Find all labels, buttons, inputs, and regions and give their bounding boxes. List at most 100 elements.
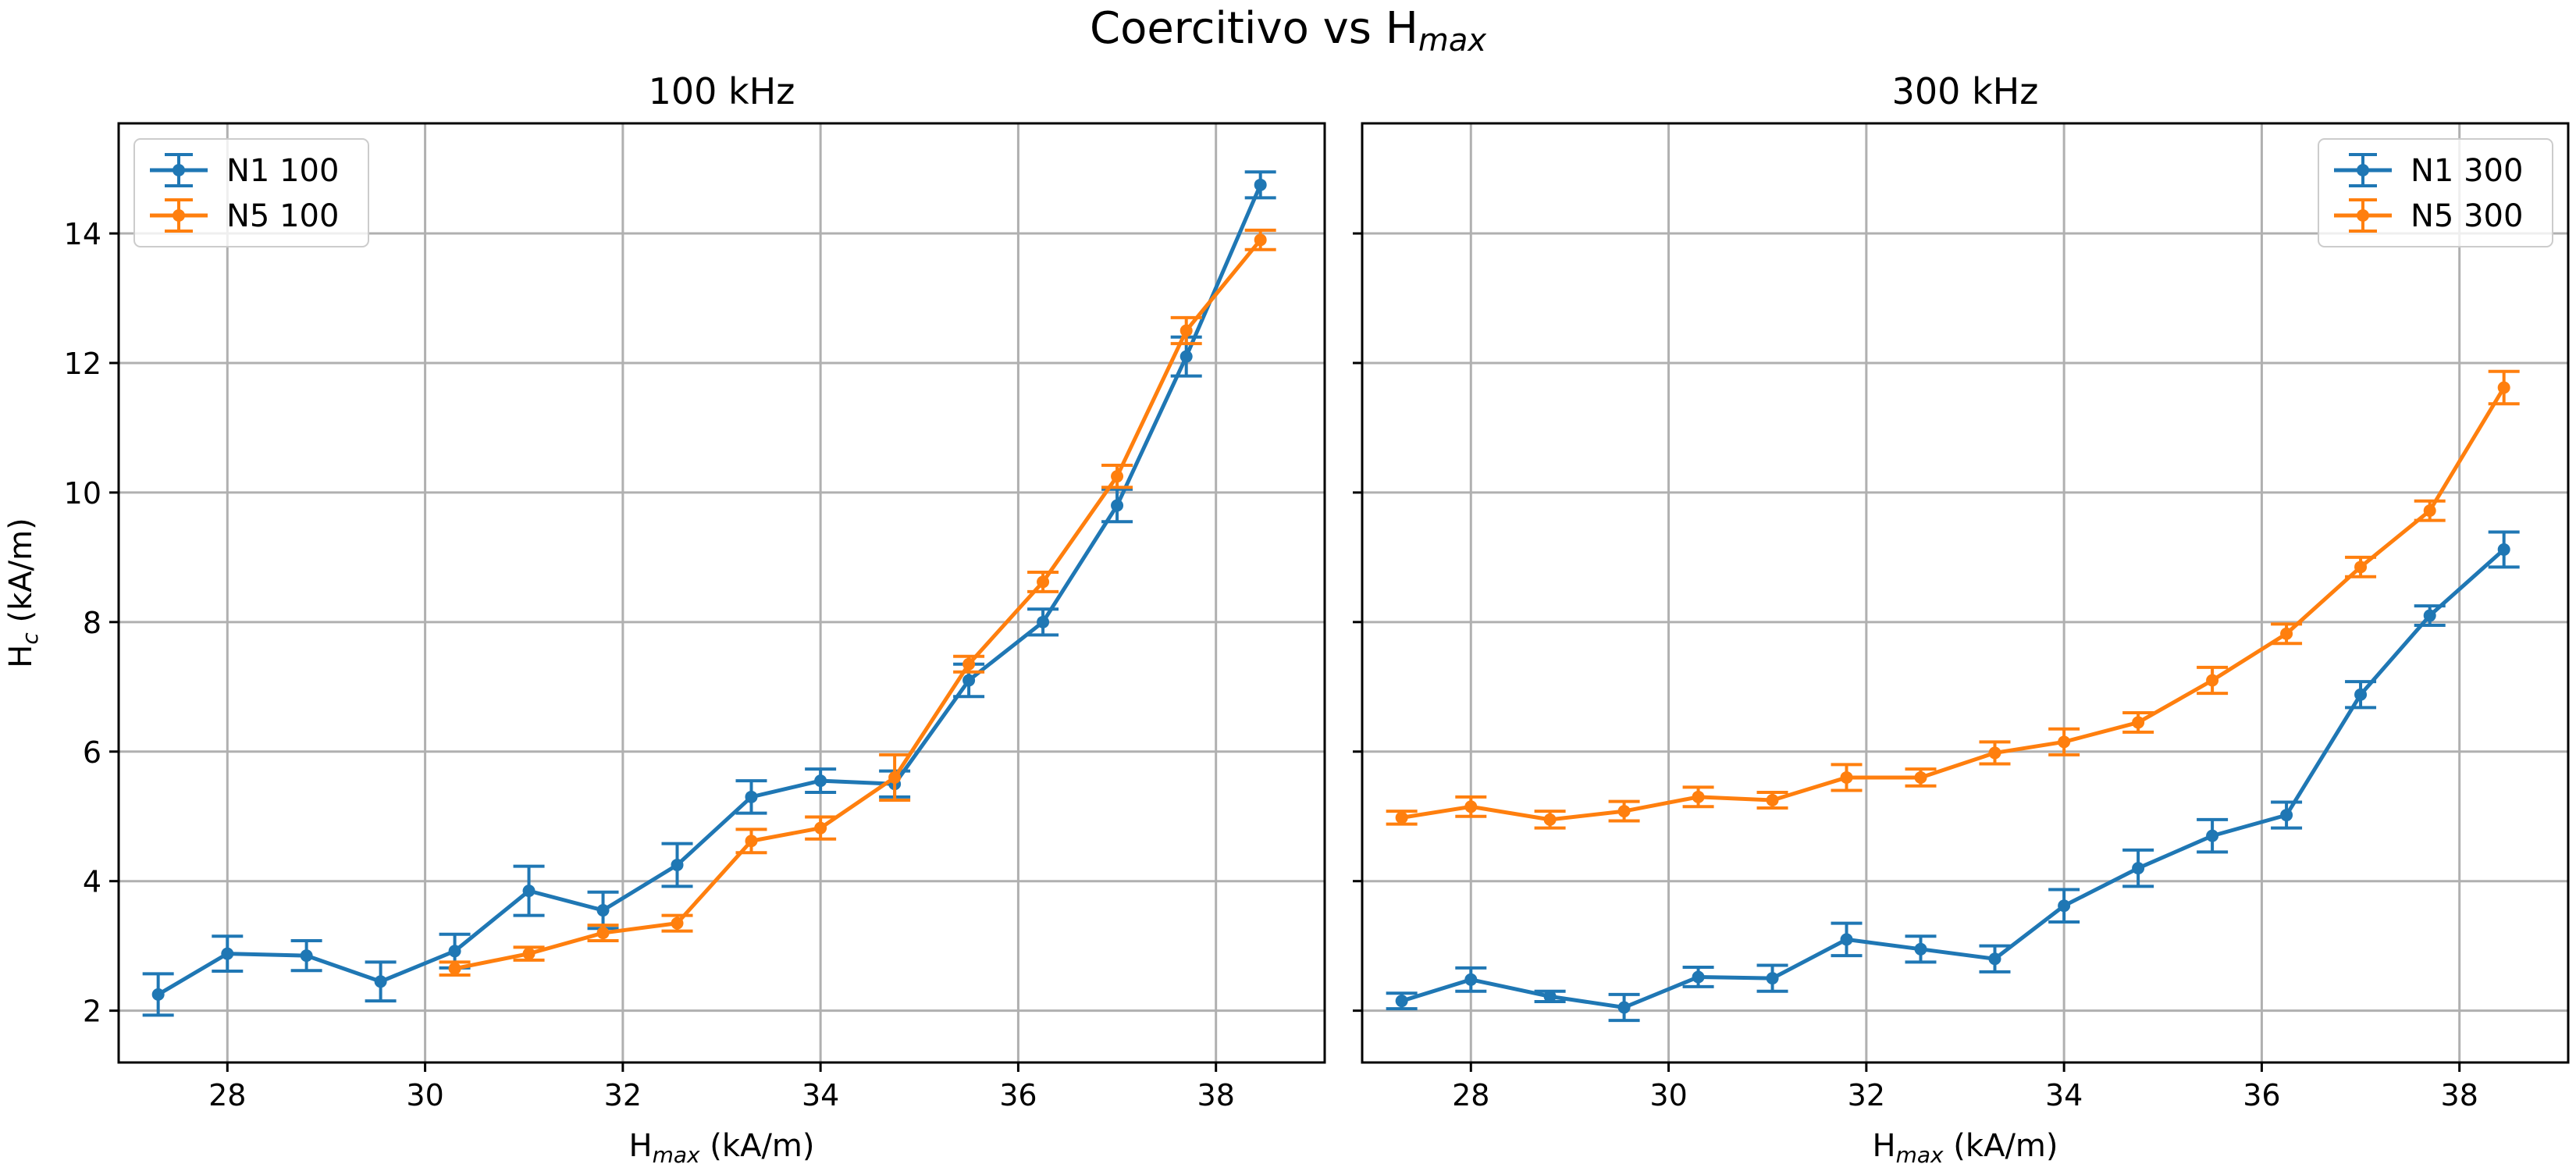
data-point [2354, 561, 2368, 574]
series-line [157, 183, 1262, 997]
data-point [300, 949, 313, 963]
y-axis-label-sub: c [17, 632, 43, 645]
x-tick-label: 36 [2243, 1078, 2280, 1112]
data-point [1766, 793, 1779, 806]
legend-label: N1 300 [2411, 153, 2523, 189]
series-line [1401, 386, 2506, 822]
x-tick-label: 36 [999, 1078, 1037, 1112]
plot-frame [1361, 122, 2570, 1064]
data-point [1692, 970, 1705, 984]
data-point [1840, 771, 1853, 784]
data-point [1692, 790, 1705, 803]
chart-panel-2: 28 30 32 34 36 38 300 kHz Hmax (kA/m) N1 300 N5 3… [1353, 70, 2570, 1168]
data-point [671, 858, 684, 871]
legend-entry: N1 300 [2334, 153, 2523, 189]
legend-label: N1 100 [226, 153, 339, 189]
data-point [1037, 615, 1050, 628]
data-point [814, 774, 827, 788]
x-axis-label: Hmax (kA/m) [629, 1128, 815, 1168]
x-axis-label-unit: (kA/m) [700, 1128, 815, 1164]
data-point [448, 945, 461, 958]
data-point [151, 988, 165, 1001]
data-point [1617, 805, 1631, 818]
figure-title-sub: max [1418, 23, 1486, 59]
x-axis-label: Hmax (kA/m) [1873, 1128, 2058, 1168]
data-point [2497, 381, 2510, 394]
data-point [1988, 746, 2001, 760]
legend-marker [173, 164, 185, 176]
figure-title: Coercitivo vs Hmax [1090, 3, 1486, 59]
chart-title: 300 kHz [1892, 70, 2039, 112]
chart-panel-1: 28 30 32 34 36 38 2 4 6 8 10 12 14 100 kHz Hmax (kA/m)… [3, 70, 1326, 1168]
data-point [2132, 862, 2145, 875]
data-point [1037, 575, 1050, 589]
x-tick-label: 38 [1197, 1078, 1235, 1112]
y-tick-label: 14 [64, 217, 101, 251]
data-point [1543, 990, 1557, 1003]
y-tick-label: 12 [64, 347, 101, 381]
data-point [2132, 716, 2145, 729]
data-point [522, 884, 535, 898]
data-point [1395, 995, 1408, 1008]
legend-label: N5 100 [226, 198, 339, 234]
legend-marker [2357, 164, 2369, 176]
y-tick-label: 4 [83, 865, 101, 899]
series-2 [439, 228, 1276, 977]
data-point [2354, 688, 2368, 701]
data-point [1395, 811, 1408, 824]
data-point [448, 962, 461, 975]
x-tick-label: 28 [208, 1078, 246, 1112]
data-point [374, 975, 387, 988]
data-point [1111, 499, 1124, 512]
y-tick-label: 8 [83, 606, 101, 640]
y-tick-label: 2 [83, 995, 101, 1029]
data-point [1914, 771, 1927, 784]
legend-entry: N5 300 [2334, 198, 2523, 234]
legend-marker [2357, 209, 2369, 222]
data-point [1179, 350, 1193, 363]
chart-title: 100 kHz [649, 70, 795, 112]
data-point [1464, 800, 1478, 813]
x-tick-label: 30 [1649, 1078, 1687, 1112]
x-axis-label-main: H [629, 1128, 653, 1164]
data-point [2280, 627, 2293, 640]
x-tick-label: 30 [406, 1078, 443, 1112]
data-point [2206, 674, 2219, 687]
x-tick-label: 34 [802, 1078, 839, 1112]
x-tick-label: 38 [2441, 1078, 2478, 1112]
data-point [1111, 470, 1124, 483]
data-point [2206, 829, 2219, 842]
y-tick-label: 6 [83, 735, 101, 770]
legend-entry: N1 100 [150, 153, 339, 189]
data-point [1617, 1001, 1631, 1014]
data-point [596, 904, 610, 917]
y-tick-label: 10 [64, 476, 101, 511]
data-point [745, 835, 758, 848]
data-point [2423, 504, 2436, 518]
data-point [2058, 735, 2071, 749]
plot-frame [117, 122, 1326, 1064]
data-point [1254, 178, 1267, 191]
series-line [454, 238, 1262, 971]
series-line [1400, 548, 2506, 1009]
data-point [1988, 952, 2001, 966]
x-tick-label: 34 [2045, 1078, 2083, 1112]
data-point [2497, 543, 2510, 556]
legend-box [2318, 138, 2553, 247]
x-axis-label-main: H [1873, 1128, 1896, 1164]
data-point [1766, 972, 1779, 985]
chart-panels: 28 30 32 34 36 38 2 4 6 8 10 12 14 100 kHz Hmax (kA/m)… [3, 70, 2570, 1168]
legend-marker [173, 209, 185, 222]
data-point [671, 917, 684, 930]
data-point [596, 927, 610, 940]
x-tick-label: 28 [1452, 1078, 1489, 1112]
x-axis-label-sub: max [653, 1142, 700, 1168]
x-tick-label: 32 [604, 1078, 642, 1112]
data-point [522, 947, 535, 960]
data-point [1914, 942, 1927, 956]
data-point [962, 657, 976, 671]
data-point [888, 771, 902, 784]
data-point [745, 790, 758, 803]
series-2 [1386, 369, 2520, 830]
x-tick-label: 32 [1848, 1078, 1885, 1112]
